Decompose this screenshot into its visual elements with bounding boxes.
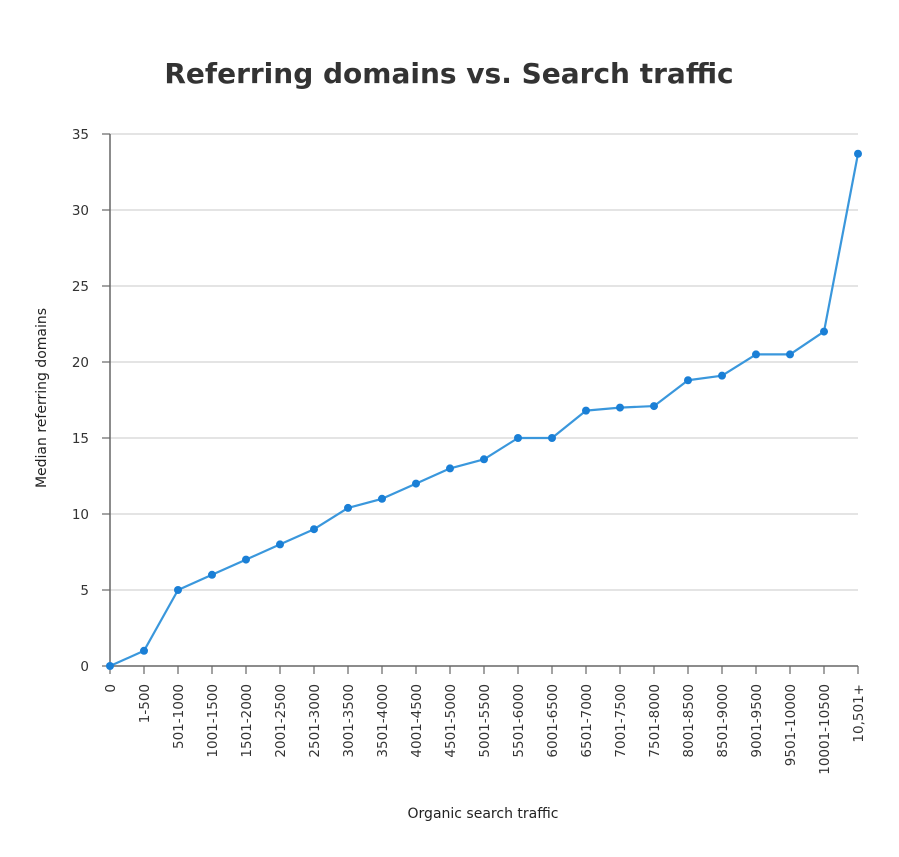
x-tick-label-9: 4001-4500	[409, 684, 425, 758]
y-tick-label-20: 20	[72, 355, 89, 371]
axes	[109, 134, 858, 667]
data-point-22	[854, 149, 862, 158]
x-tick-label-16: 7501-8000	[647, 684, 663, 758]
data-point-5	[276, 540, 284, 549]
y-axis-label: Median referring domains	[34, 308, 50, 488]
chart-title: Referring domains vs. Search traffic	[164, 57, 733, 90]
data-point-10	[446, 464, 454, 473]
x-axis-label: Organic search traffic	[408, 806, 559, 822]
x-tick-label-13: 6001-6500	[545, 684, 561, 758]
series-line-0	[109, 153, 860, 668]
series-layer	[106, 149, 862, 670]
data-point-19	[752, 350, 760, 359]
x-axis-ticks: 0 1-500 501-1000 1001-1500 1501-2000 2001-250…	[103, 666, 867, 775]
x-tick-label-3: 1001-1500	[205, 684, 221, 758]
data-point-6	[310, 525, 318, 534]
x-tick-label-2: 501-1000	[171, 684, 187, 749]
x-tick-label-4: 1501-2000	[239, 684, 255, 758]
y-axis-ticks: 0 5 10 15 20 25 30 35	[72, 127, 110, 675]
grid-lines	[110, 133, 858, 591]
data-point-4	[242, 555, 250, 564]
x-tick-label-21: 10001-10500	[817, 684, 833, 775]
x-tick-label-1: 1-500	[137, 684, 153, 723]
x-tick-label-10: 4501-5000	[443, 684, 459, 758]
y-tick-label-25: 25	[72, 279, 89, 295]
y-tick-label-5: 5	[80, 583, 89, 599]
x-tick-label-18: 8501-9000	[715, 684, 731, 758]
data-point-14	[582, 406, 590, 415]
data-point-12	[514, 434, 522, 442]
x-tick-label-8: 3501-4000	[375, 684, 391, 758]
data-point-15	[616, 403, 624, 412]
data-point-18	[718, 371, 726, 380]
data-point-2	[174, 586, 182, 594]
data-point-17	[684, 376, 692, 385]
x-tick-label-5: 2001-2500	[273, 684, 289, 758]
data-point-9	[412, 479, 420, 488]
y-tick-label-30: 30	[72, 203, 89, 219]
x-tick-label-20: 9501-10000	[783, 684, 799, 766]
y-tick-label-35: 35	[72, 127, 89, 143]
data-point-1	[140, 646, 148, 655]
x-tick-label-14: 6501-7000	[579, 684, 595, 758]
y-tick-label-15: 15	[72, 431, 89, 447]
x-tick-label-11: 5001-5500	[477, 684, 493, 758]
x-tick-label-6: 2501-3000	[307, 684, 323, 758]
x-tick-label-12: 5501-6000	[511, 684, 527, 758]
data-point-21	[820, 327, 828, 336]
data-point-8	[378, 494, 386, 503]
x-tick-label-19: 9001-9500	[749, 684, 765, 758]
data-point-16	[650, 402, 658, 411]
data-point-13	[548, 434, 556, 442]
x-tick-label-22: 10,501+	[851, 684, 867, 743]
data-point-0	[106, 662, 114, 670]
data-point-11	[480, 455, 488, 464]
data-point-7	[344, 503, 352, 512]
x-tick-label-0: 0	[103, 684, 119, 693]
data-point-3	[208, 570, 216, 579]
x-tick-label-7: 3001-3500	[341, 684, 357, 758]
data-point-20	[786, 350, 794, 359]
y-tick-label-0: 0	[80, 659, 89, 675]
y-tick-label-10: 10	[72, 507, 89, 523]
x-tick-label-15: 7001-7500	[613, 684, 629, 758]
x-tick-label-17: 8001-8500	[681, 684, 697, 758]
